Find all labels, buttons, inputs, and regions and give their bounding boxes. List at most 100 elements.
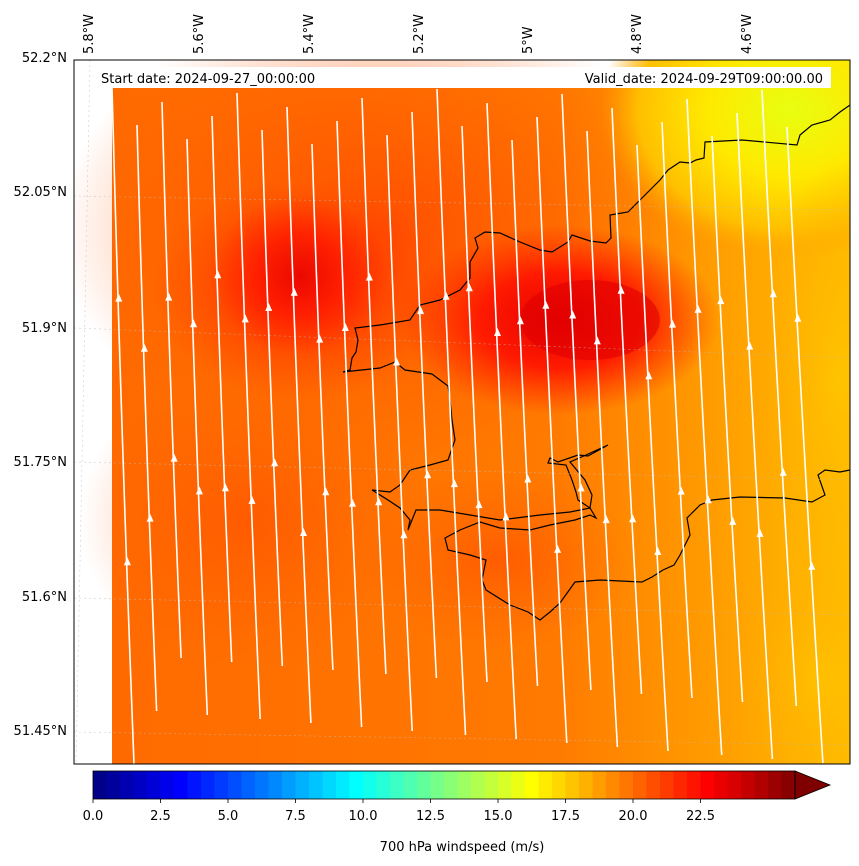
- streamline-arrow: [221, 483, 229, 492]
- colorbar-tick-label: 15.0: [484, 809, 513, 824]
- streamline-arrow: [442, 291, 450, 300]
- streamline-arrow: [654, 547, 662, 555]
- colorbar-extend-arrow: [794, 770, 832, 800]
- colorbar-swatch: [727, 771, 742, 799]
- streamline-arrow: [140, 343, 148, 352]
- latitude-label: 51.75°N: [14, 455, 67, 470]
- streamline: [261, 129, 284, 667]
- longitude-label: 4.8°W: [630, 14, 645, 54]
- colorbar-swatch: [376, 771, 391, 799]
- streamline: [386, 134, 413, 732]
- colorbar-tick-label: 17.5: [551, 809, 580, 824]
- latitude-label: 52.2°N: [22, 51, 67, 66]
- streamline-arrow: [569, 310, 577, 319]
- streamline-arrow: [677, 486, 685, 495]
- colorbar-tick-label: 10.0: [349, 809, 378, 824]
- streamline: [236, 92, 261, 720]
- streamline: [486, 102, 517, 740]
- colorbar-swatch: [457, 771, 472, 799]
- streamline-arrow: [322, 487, 330, 496]
- streamline-arrow: [146, 513, 154, 522]
- streamline-arrow: [400, 530, 408, 539]
- colorbar-swatch: [255, 771, 270, 799]
- colorbar: 0.0 2.5 5.0 7.5 10.0 12.5 15.0 17.5 20.0 22.5: [83, 770, 832, 824]
- colorbar-swatch: [336, 771, 351, 799]
- colorbar-swatch: [673, 771, 688, 799]
- colorbar-swatch: [700, 771, 715, 799]
- streamline-arrow: [290, 287, 298, 296]
- colorbar-swatch: [741, 771, 756, 799]
- streamline-arrow: [417, 306, 425, 315]
- streamline-arrow: [554, 544, 562, 553]
- colorbar-swatch: [160, 771, 175, 799]
- streamline-arrow: [516, 316, 524, 325]
- streamline-arrow: [393, 357, 401, 366]
- colorbar-swatch: [349, 771, 364, 799]
- streamline-arrow: [365, 272, 373, 281]
- streamline: [336, 120, 363, 728]
- streamline-arrow: [170, 453, 178, 462]
- map-border: [73, 59, 851, 765]
- streamline: [761, 89, 798, 707]
- colorbar-swatch: [511, 771, 526, 799]
- wind-streamlines: [111, 87, 824, 764]
- colorbar-swatch: [120, 771, 135, 799]
- colorbar-tick-label: 22.5: [686, 809, 715, 824]
- longitude-label: 4.6°W: [740, 14, 755, 54]
- streamline-arrow: [645, 371, 653, 380]
- streamline: [636, 144, 669, 752]
- streamline-arrow: [271, 458, 279, 467]
- colorbar-swatch: [525, 771, 540, 799]
- colorbar-swatch: [201, 771, 216, 799]
- colorbar-swatch: [754, 771, 769, 799]
- streamline: [411, 111, 438, 679]
- streamline: [211, 115, 233, 663]
- colorbar-tick-label: 2.5: [150, 809, 171, 824]
- colorbar-swatch: [781, 771, 796, 799]
- colorbar-swatch: [687, 771, 702, 799]
- latitude-label: 51.45°N: [14, 724, 67, 739]
- streamline-arrow: [502, 512, 510, 521]
- streamline-arrow: [424, 470, 432, 479]
- streamline-arrow: [349, 498, 356, 507]
- streamline-arrow: [602, 515, 610, 524]
- valid-date-label: Valid_date: 2024-09-29T09:00:00.00: [585, 72, 823, 87]
- colorbar-swatch: [430, 771, 445, 799]
- streamline: [661, 121, 693, 699]
- streamline-arrow: [746, 341, 754, 350]
- colorbar-swatch: [633, 771, 648, 799]
- colorbar-swatch: [187, 771, 202, 799]
- streamline-arrow: [475, 500, 483, 509]
- latitude-label: 51.6°N: [22, 590, 67, 605]
- streamline-arrow: [729, 516, 737, 525]
- colorbar-swatch: [714, 771, 729, 799]
- colorbar-swatch: [322, 771, 337, 799]
- colorbar-swatch: [606, 771, 621, 799]
- start-date-label: Start date: 2024-09-27_00:00:00: [101, 72, 315, 87]
- colorbar-swatch: [417, 771, 432, 799]
- colorbar-swatch: [660, 771, 675, 799]
- colorbar-swatch: [579, 771, 594, 799]
- streamline-arrow: [779, 467, 787, 476]
- colorbar-swatch: [214, 771, 229, 799]
- streamline-arrow: [195, 486, 203, 495]
- longitude-label: 5.4°W: [302, 14, 317, 54]
- colorbar-tick-label: 7.5: [285, 809, 306, 824]
- colorbar-swatch: [619, 771, 634, 799]
- streamline-arrow: [756, 528, 764, 537]
- streamline-arrow: [375, 497, 383, 506]
- colorbar-swatch: [444, 771, 459, 799]
- colorbar-swatch: [268, 771, 283, 799]
- longitude-label: 5°W: [521, 26, 536, 54]
- colorbar-swatch: [309, 771, 324, 799]
- streamline-arrow: [265, 302, 273, 311]
- colorbar-label: 700 hPa windspeed (m/s): [380, 840, 545, 855]
- streamline: [136, 124, 158, 712]
- streamline: [611, 107, 643, 695]
- colorbar-swatch: [552, 771, 567, 799]
- colorbar-swatch: [768, 771, 783, 799]
- streamline: [111, 87, 135, 764]
- colorbar-swatch: [174, 771, 189, 799]
- streamline-arrow: [465, 283, 473, 292]
